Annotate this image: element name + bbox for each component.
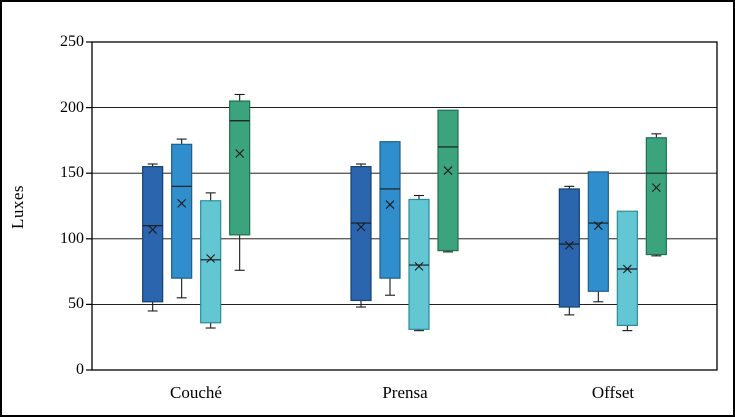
box-series-4-Prensa (437, 109, 459, 253)
mean-marker (651, 183, 661, 193)
box-series-2-Couché (171, 138, 193, 299)
mean-marker (206, 254, 216, 263)
mean-marker (356, 222, 366, 232)
box-series-1-Offset (558, 185, 580, 316)
iqr-box (587, 171, 609, 292)
mean-marker (177, 198, 187, 208)
plot-border (91, 41, 718, 371)
mean-marker (564, 240, 574, 250)
mean-marker (593, 221, 603, 231)
y-tick-label-200: 200 (60, 99, 84, 116)
iqr-box (200, 200, 222, 324)
y-tick-label-0: 0 (76, 361, 84, 378)
x-category-label-prensa: Prensa (382, 383, 428, 402)
box-series-2-Prensa (379, 141, 401, 296)
box-series-3-Couché (200, 192, 222, 329)
y-tick-label-150: 150 (60, 164, 84, 181)
iqr-box (350, 166, 372, 302)
y-axis-title: Luxes (8, 184, 27, 230)
iqr-box (142, 166, 164, 303)
y-tick-label-50: 50 (68, 295, 84, 312)
iqr-box (408, 198, 430, 330)
mean-marker (148, 225, 158, 235)
box-series-1-Couché (142, 163, 164, 312)
mean-marker (414, 261, 424, 271)
iqr-box (437, 109, 459, 252)
mean-marker (385, 200, 395, 210)
y-tick-label-100: 100 (60, 230, 84, 247)
mean-marker (235, 149, 245, 158)
iqr-box (171, 143, 193, 279)
iqr-box (645, 137, 667, 256)
iqr-box (558, 188, 580, 308)
iqr-box (379, 141, 401, 279)
mean-marker (443, 166, 453, 175)
x-category-label-couche: Couché (170, 383, 222, 402)
box-series-1-Prensa (350, 163, 372, 308)
mean-marker (622, 264, 632, 274)
x-category-label-offset: Offset (591, 383, 635, 402)
box-series-4-Couché (229, 93, 251, 271)
box-series-3-Prensa (408, 194, 430, 332)
box-series-3-Offset (616, 210, 638, 332)
box-series-2-Offset (587, 171, 609, 303)
iqr-box (229, 100, 251, 236)
box-series-4-Offset (645, 133, 667, 257)
y-tick-label-250: 250 (60, 33, 84, 50)
